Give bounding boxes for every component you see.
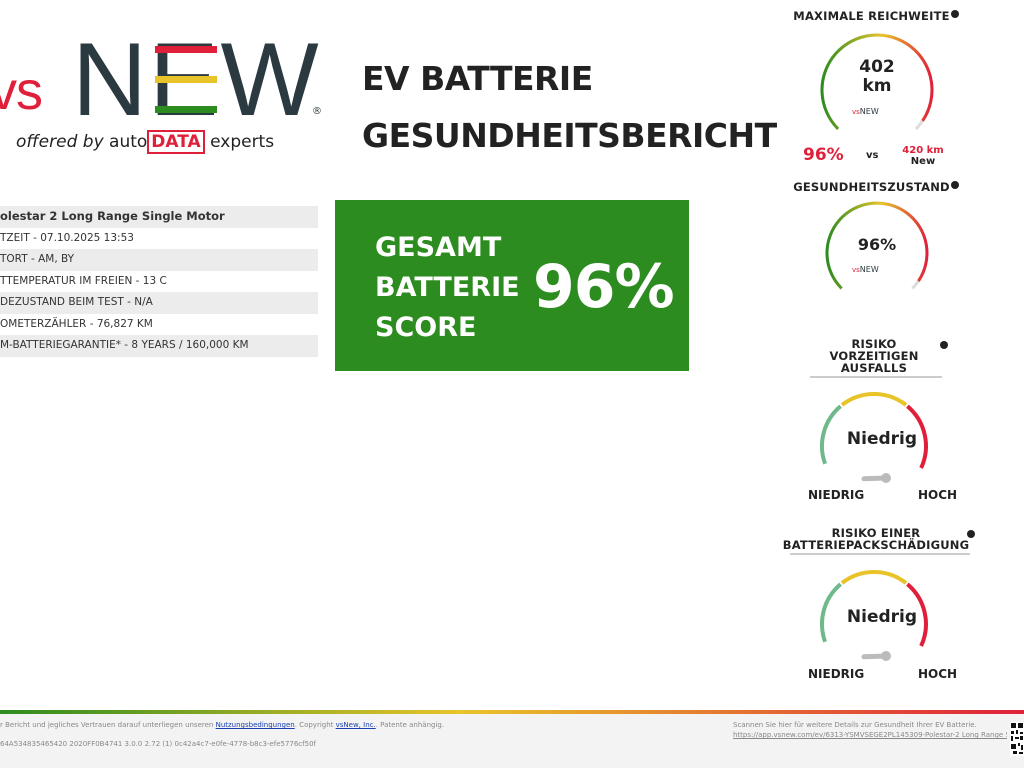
- score-label-line2: BATTERIE: [375, 272, 520, 303]
- risk-failure-segment-low: [819, 404, 842, 465]
- report-title: EV BATTERIE GESUNDHEITSBERICHT: [362, 50, 777, 164]
- vehicle-info-row: OMETERZÄHLER - 76,827 KM: [0, 317, 153, 330]
- range-value: 402: [859, 57, 895, 77]
- mini-logo: vsNEW: [852, 107, 879, 116]
- risk-damage-value: Niedrig: [846, 607, 918, 627]
- logo-tagline: offered by auto DATA experts: [16, 130, 275, 154]
- divider: [810, 376, 942, 378]
- health-gauge: [825, 201, 929, 290]
- range-gauge: [820, 33, 934, 130]
- company-link[interactable]: vsNew, Inc.: [335, 721, 376, 729]
- logo-vs: vs: [0, 61, 43, 121]
- mini-logo-new: NEW: [859, 107, 879, 116]
- footer-report-id: 64A534835465420 2020FF0B4741 3.0.0 2.72 …: [0, 740, 316, 748]
- risk-failure-needle-hub: [881, 473, 891, 483]
- risk-failure-segment-high: [906, 404, 928, 469]
- health-gauge-fill: [825, 201, 929, 290]
- info-icon[interactable]: [940, 341, 948, 349]
- range-percent: 96%: [803, 145, 844, 165]
- footer-gradient-line: [0, 710, 1024, 714]
- vehicle-info-row: olestar 2 Long Range Single Motor: [0, 206, 318, 228]
- score-label-line1: GESAMT: [375, 232, 502, 263]
- info-icon[interactable]: [950, 10, 959, 18]
- footer-scan-link[interactable]: https://app.vsnew.com/ev/6313-YSMVSEGE2P…: [733, 731, 1007, 739]
- risk-damage-title-line1: RISIKO EINER: [831, 526, 921, 540]
- health-title-text: GESUNDHEITSZUSTAND: [793, 180, 950, 194]
- risk-damage-low-label: NIEDRIG: [808, 667, 865, 681]
- range-vs: vs: [866, 150, 879, 161]
- risk-failure-low-label: NIEDRIG: [808, 488, 865, 502]
- mini-logo-vs: vs: [852, 108, 860, 116]
- risk-damage-title: RISIKO EINER BATTERIEPACKSCHÄDIGUNG: [776, 527, 976, 551]
- vehicle-info-row: M-BATTERIEGARANTIE* - 8 YEARS / 160,000 …: [0, 335, 318, 357]
- risk-failure-gauge: [819, 391, 928, 483]
- divider: [790, 553, 970, 555]
- risk-damage-segment-mid: [840, 569, 908, 585]
- health-title: GESUNDHEITSZUSTAND: [776, 180, 976, 194]
- info-icon[interactable]: [950, 181, 959, 189]
- risk-damage-segment-low: [819, 582, 842, 643]
- footer-scan-text: Scannen Sie hier für weitere Details zur…: [733, 721, 977, 729]
- range-new-label: New: [910, 156, 936, 167]
- risk-failure-title: RISIKO VORZEITIGEN AUSFALLS: [800, 338, 948, 374]
- footer-legal: r Bericht und jegliches Vertrauen darauf…: [0, 721, 444, 729]
- risk-damage-segment-high: [906, 582, 928, 647]
- logo-color-bars: [155, 46, 217, 136]
- max-range-title: MAXIMALE REICHWEITE: [776, 9, 976, 23]
- score-value: 96%: [533, 252, 675, 322]
- risk-failure-title-line2: VORZEITIGEN: [829, 349, 919, 363]
- risk-damage-high-label: HOCH: [918, 667, 958, 681]
- auto-text: auto: [109, 132, 148, 152]
- risk-damage-needle-hub: [881, 651, 891, 661]
- footer-patent: . Patente anhängig.: [375, 721, 445, 729]
- footer: r Bericht und jegliches Vertrauen darauf…: [0, 714, 1024, 768]
- experts-text: experts: [210, 132, 275, 152]
- footer-legal-prefix: r Bericht und jegliches Vertrauen darauf…: [0, 721, 214, 729]
- qr-code-icon[interactable]: [1010, 722, 1024, 756]
- vehicle-info-row: TTEMPERATUR IM FREIEN - 13 C: [0, 274, 167, 287]
- report-title-line1: EV BATTERIE: [362, 59, 593, 98]
- footer-copyright: . Copyright: [294, 721, 334, 729]
- range-value-block: 402 km: [827, 58, 927, 96]
- terms-link[interactable]: Nutzungsbedingungen: [215, 721, 295, 729]
- range-gauge-fill: [820, 33, 934, 130]
- risk-failure-title-line3: AUSFALLS: [840, 361, 908, 375]
- info-icon[interactable]: [967, 530, 975, 538]
- registered-mark: ®: [312, 106, 322, 117]
- vehicle-info-table: olestar 2 Long Range Single Motor TZEIT …: [0, 206, 318, 357]
- mini-logo: vsNEW: [852, 265, 879, 274]
- overall-score-box: GESAMT BATTERIE SCORE 96%: [335, 200, 689, 371]
- risk-damage-title-line2: BATTERIEPACKSCHÄDIGUNG: [782, 538, 970, 552]
- risk-damage-gauge: [819, 569, 928, 661]
- range-new-block: 420 km New: [897, 145, 949, 167]
- risk-failure-value: Niedrig: [846, 429, 918, 449]
- risk-failure-segment-mid: [840, 391, 908, 407]
- vehicle-info-row: DEZUSTAND BEIM TEST - N/A: [0, 292, 318, 314]
- risk-failure-title-line1: RISIKO: [851, 337, 897, 351]
- risk-failure-high-label: HOCH: [918, 488, 958, 502]
- range-new-value: 420 km: [902, 145, 944, 156]
- mini-logo-vs: vs: [852, 266, 860, 274]
- data-text: DATA: [147, 130, 205, 154]
- score-label: GESAMT BATTERIE SCORE: [375, 228, 520, 348]
- health-value: 96%: [857, 235, 897, 254]
- vehicle-info-row: TORT - AM, BY: [0, 249, 318, 271]
- offered-by-text: offered by: [16, 132, 104, 152]
- mini-logo-new: NEW: [859, 265, 879, 274]
- vehicle-info-row: TZEIT - 07.10.2025 13:53: [0, 231, 134, 244]
- range-unit: km: [862, 76, 892, 96]
- report-title-line2: GESUNDHEITSBERICHT: [362, 116, 777, 155]
- score-label-line3: SCORE: [375, 312, 477, 343]
- max-range-title-text: MAXIMALE REICHWEITE: [793, 9, 950, 23]
